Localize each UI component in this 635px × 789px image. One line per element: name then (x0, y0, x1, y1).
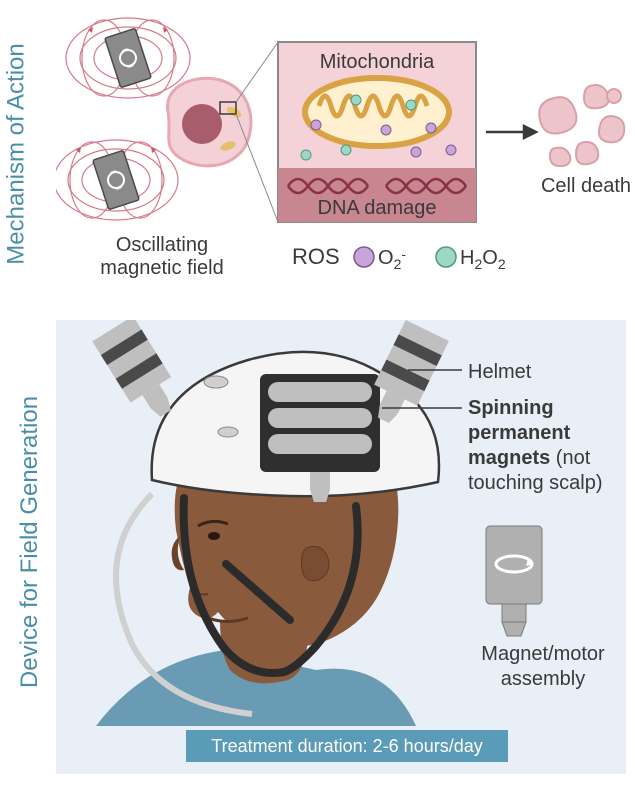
magnets-annotation: Spinning permanent magnets (not touching… (468, 396, 618, 496)
oscillating-field-caption: Oscillating magnetic field (72, 234, 252, 280)
motor-assembly-icon (486, 526, 542, 636)
cell-illustration (168, 78, 251, 166)
treatment-duration-text: Treatment duration: 2-6 hours/day (211, 736, 482, 757)
mechanism-of-action-panel: Mechanism of Action (0, 0, 635, 308)
ros-label: ROS (292, 244, 340, 269)
helmet-annotation: Helmet (468, 360, 531, 385)
ros-o2-icon (354, 247, 374, 267)
ros-h2o2-icon (436, 247, 456, 267)
ros-o2-label: O2- (378, 246, 406, 272)
device-panel: Device for Field Generation (0, 308, 635, 776)
ros-h2o2-label: H2O2 (460, 247, 506, 272)
treatment-duration-pill: Treatment duration: 2-6 hours/day (186, 730, 508, 762)
mitochondria-callout: Mitochondria (278, 42, 476, 222)
device-side-label: Device for Field Generation (16, 396, 44, 688)
device-box: Helmet Spinning permanent magnets (not t… (56, 320, 626, 774)
dna-damage-label: DNA damage (318, 197, 437, 219)
moa-side-label: Mechanism of Action (3, 43, 31, 264)
motor-annotation: Magnet/motor assembly (468, 642, 618, 692)
cell-death-illustration (539, 85, 624, 166)
ros-legend: ROS O2- H2O2 (292, 244, 506, 272)
mitochondria-title: Mitochondria (320, 51, 435, 73)
arrow-to-cell-death (486, 126, 536, 138)
cell-death-label: Cell death (541, 175, 631, 197)
device-diagram (56, 320, 626, 774)
